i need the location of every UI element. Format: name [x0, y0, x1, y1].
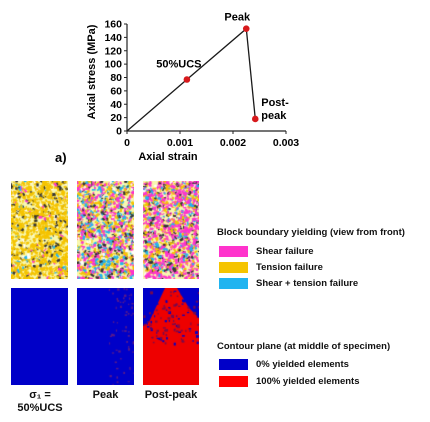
legend-label-0pct: 0% yielded elements [256, 358, 349, 370]
stress-strain-line [126, 27, 256, 132]
data-point-marker [183, 76, 191, 83]
y-tick-label: 160 [104, 19, 122, 31]
y-tick-label: 80 [110, 72, 122, 84]
legend-item-100pct: 100% yielded elements [219, 375, 360, 387]
contour-plane-image-postpeak [143, 288, 199, 385]
panel-contour-peak [77, 288, 134, 385]
column-label-postpeak: Post-peak [144, 389, 198, 401]
y-tick-label: 40 [110, 99, 122, 111]
legend-swatch-100pct [219, 375, 248, 387]
panel-blocks-postpeak [143, 181, 199, 279]
chart-series [126, 27, 256, 132]
legend-top-title: Block boundary yielding (view from front… [217, 227, 405, 238]
legend-item-0pct: 0% yielded elements [219, 358, 349, 370]
y-axis-label: Axial stress (MPa) [86, 24, 98, 119]
data-point-label: Peak [224, 12, 251, 24]
legend-swatch-shear [219, 245, 248, 257]
legend-swatch-shear-tension [219, 277, 248, 289]
y-tick-label: 140 [104, 32, 122, 44]
legend-label-shear: Shear failure [256, 245, 314, 257]
panel-contour-postpeak [143, 288, 199, 385]
legend-label-tension: Tension failure [256, 261, 323, 273]
column-label-peak: Peak [92, 389, 119, 401]
x-axis-label: Axial strain [138, 151, 198, 163]
data-point-label: Post-peak [261, 97, 289, 122]
panel-contour-50ucs [11, 288, 68, 385]
panel-blocks-50ucs [11, 181, 68, 279]
block-yielding-image-50ucs [11, 181, 68, 279]
legend-swatch-tension [219, 261, 248, 273]
legend-label-100pct: 100% yielded elements [256, 375, 360, 387]
panel-blocks-peak [77, 181, 134, 279]
column-label-50ucs: σ₁ = 50%UCS [17, 389, 63, 414]
y-tick-label: 100 [104, 59, 122, 71]
contour-plane-image-peak [77, 288, 134, 385]
y-tick-label: 0 [116, 126, 122, 138]
legend-swatch-0pct [219, 358, 248, 370]
legend-item-tension: Tension failure [219, 261, 323, 273]
x-tick-label: 0.003 [273, 137, 299, 149]
data-point-marker [251, 115, 259, 123]
y-tick-label: 20 [110, 112, 122, 124]
data-point-label: 50%UCS [156, 59, 201, 71]
block-yielding-image-peak [77, 181, 134, 279]
subfigure-label: a) [55, 150, 67, 165]
legend-item-shear-tension: Shear + tension failure [219, 277, 358, 289]
legend-bottom-title: Contour plane (at middle of specimen) [217, 341, 391, 352]
x-tick-label: 0.001 [167, 137, 193, 149]
block-yielding-image-postpeak [143, 181, 199, 279]
legend-item-shear: Shear failure [219, 245, 314, 257]
x-tick-label: 0.002 [220, 137, 246, 149]
y-tick-label: 120 [104, 45, 122, 57]
legend-label-shear-tension: Shear + tension failure [256, 277, 359, 289]
x-tick-label: 0 [124, 137, 130, 149]
y-tick-label: 60 [110, 85, 122, 97]
data-point-marker [242, 25, 250, 32]
contour-plane-image-50ucs [11, 288, 68, 385]
chart-markers: 50%UCS Peak Post-peak [156, 12, 289, 123]
